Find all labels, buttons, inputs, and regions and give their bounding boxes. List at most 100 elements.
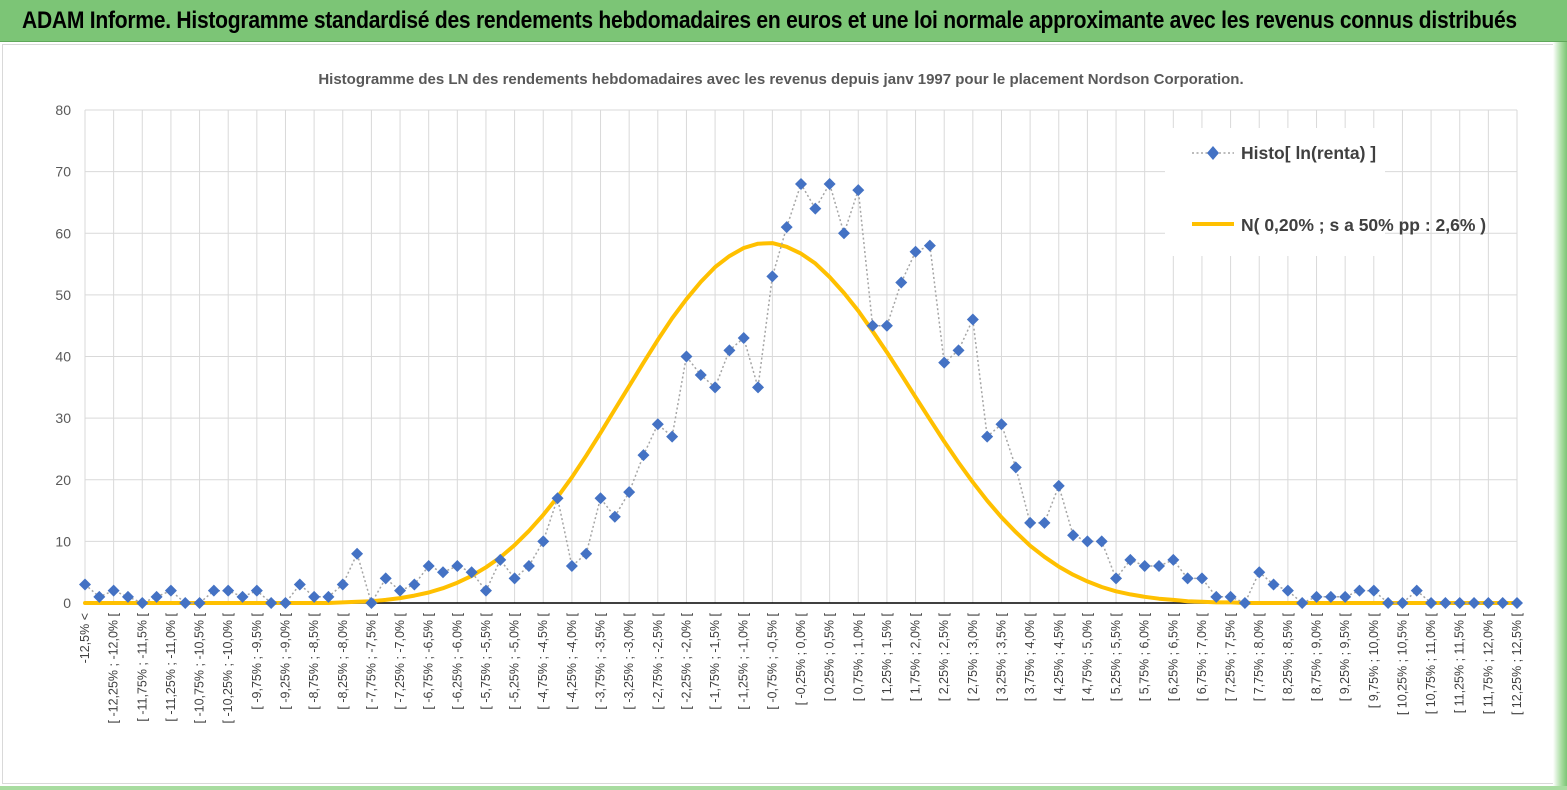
histogram-point	[537, 535, 550, 548]
histogram-point	[1353, 584, 1366, 597]
histogram-point	[351, 547, 364, 560]
x-tick-label: [ -11,25% ; -11,0% [	[164, 612, 178, 721]
histogram-point	[766, 270, 779, 283]
x-tick-label: [ -0,75% ; -0,5% [	[765, 612, 779, 709]
histogram-point	[1439, 597, 1452, 609]
histogram-point	[1167, 553, 1180, 566]
y-tick-label: 70	[55, 164, 71, 180]
x-tick-label: [ 4,25% ; 4,5% [	[1052, 612, 1066, 701]
x-tick-label: [ 1,75% ; 2,0% [	[909, 612, 923, 701]
y-tick-label: 50	[55, 287, 71, 303]
x-tick-label: [ -6,75% ; -6,5% [	[422, 612, 436, 709]
x-tick-label: [ 11,25% ; 11,5% [	[1453, 612, 1467, 713]
histogram-point	[666, 430, 679, 443]
horizontal-gridlines	[85, 109, 1517, 542]
histogram-point	[1024, 516, 1037, 529]
histogram-point	[608, 510, 621, 523]
histogram-point	[422, 560, 435, 573]
histogram-point	[623, 486, 636, 499]
legend-background	[1165, 128, 1385, 256]
histogram-point	[207, 584, 220, 597]
histogram-point	[1138, 560, 1151, 573]
x-tick-label: [ -5,25% ; -5,0% [	[508, 612, 522, 709]
histogram-point	[336, 578, 349, 591]
histogram-point	[508, 572, 521, 585]
report-header: ADAM Informe. Histogramme standardisé de…	[0, 0, 1567, 42]
chart-title: Histogramme des LN des rendements hebdom…	[318, 71, 1243, 88]
x-tick-label: [ -0,25% ; 0,0% [	[794, 612, 808, 705]
histogram-point	[651, 418, 664, 431]
histogram-point	[107, 584, 120, 597]
y-tick-label: 0	[63, 595, 71, 611]
histogram-point	[637, 449, 650, 462]
x-tick-label: [ -10,75% ; -10,5% [	[193, 612, 207, 723]
x-tick-label: [ -8,75% ; -8,5% [	[307, 612, 321, 709]
x-tick-label: [ -9,75% ; -9,5% [	[250, 612, 264, 709]
x-axis-ticks: -12,5% < [ -12,25% ; -12,0% [[ -11,75% ; …	[78, 612, 1524, 723]
histogram-point	[150, 590, 163, 603]
histogram-point	[694, 368, 707, 381]
histogram-point	[995, 418, 1008, 431]
histogram-point	[222, 584, 235, 597]
histogram-point	[1310, 590, 1323, 603]
histogram-point	[823, 177, 836, 190]
x-tick-label: [ -10,25% ; -10,0% [	[221, 612, 235, 723]
histogram-point	[1468, 597, 1481, 609]
histogram-point	[709, 381, 722, 394]
histogram-point	[1425, 597, 1438, 609]
normal-curve-line	[83, 241, 1519, 605]
y-tick-label: 30	[55, 410, 71, 426]
histogram-point	[1195, 572, 1208, 585]
legend-label-normal: N( 0,20% ; s a 50% pp : 2,6% )	[1241, 215, 1486, 235]
histogram-point	[551, 492, 564, 505]
histogram-point	[164, 584, 177, 597]
histogram-point	[809, 202, 822, 215]
x-tick-label: [ 10,75% ; 11,0% [	[1424, 612, 1438, 714]
histogram-point	[93, 590, 106, 603]
x-tick-label: [ -6,25% ; -6,0% [	[450, 612, 464, 709]
histogram-point	[437, 566, 449, 579]
histogram-point	[365, 597, 378, 609]
x-tick-label: [ 3,25% ; 3,5% [	[994, 612, 1008, 701]
histogram-point	[1339, 590, 1352, 603]
x-tick-label: [ -7,75% ; -7,5% [	[364, 612, 378, 709]
histogram-point	[1382, 597, 1395, 609]
histogram-point	[179, 597, 192, 609]
histogram-point	[952, 344, 965, 357]
histogram-point	[1009, 461, 1022, 474]
x-tick-label: [ 8,25% ; 8,5% [	[1281, 612, 1295, 701]
histogram-point	[1296, 597, 1309, 609]
histogram-point	[1511, 597, 1523, 609]
histogram-point	[909, 245, 922, 258]
x-tick-label: [ -9,25% ; -9,0% [	[278, 612, 292, 709]
histogram-point	[1067, 529, 1080, 542]
histogram-point	[580, 547, 593, 560]
histogram-point	[923, 239, 936, 252]
x-tick-label: [ 7,25% ; 7,5% [	[1224, 612, 1238, 701]
x-tick-label: [ 6,75% ; 7,0% [	[1195, 612, 1209, 701]
histogram-point	[966, 313, 979, 326]
histogram-point	[1081, 535, 1094, 548]
histogram-point	[394, 584, 407, 597]
y-tick-label: 20	[55, 472, 71, 488]
x-tick-label: [ 5,25% ; 5,5% [	[1109, 612, 1123, 701]
histogram-point	[479, 584, 492, 597]
histogram-point	[322, 590, 335, 603]
x-tick-label: [ -5,75% ; -5,5% [	[479, 612, 493, 709]
legend-label-histo: Histo[ ln(renta) ]	[1241, 143, 1376, 163]
x-tick-label: [ 3,75% ; 4,0% [	[1023, 612, 1037, 701]
x-tick-label: [ -11,75% ; -11,5% [	[135, 612, 149, 721]
histogram-point	[1281, 584, 1294, 597]
histogram-point	[1396, 597, 1409, 609]
histogram-point	[522, 560, 535, 573]
histogram-point	[1367, 584, 1380, 597]
legend: Histo[ ln(renta) ] N( 0,20% ; s a 50% pp…	[1165, 128, 1486, 256]
histogram-point	[1124, 553, 1137, 566]
histogram-point	[1224, 590, 1237, 603]
histogram-point	[1496, 597, 1509, 609]
x-tick-label: [ 1,25% ; 1,5% [	[880, 612, 894, 701]
x-tick-label: [ -2,25% ; -2,0% [	[679, 612, 693, 709]
histogram-point	[737, 332, 750, 345]
histogram-point	[1095, 535, 1108, 548]
